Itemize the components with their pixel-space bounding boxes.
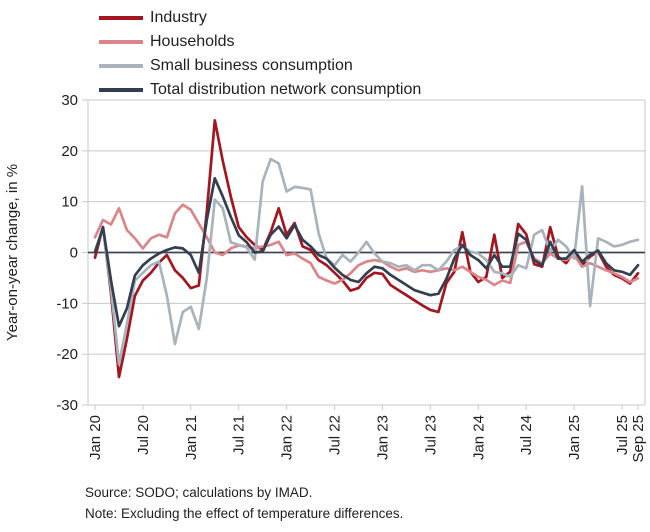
legend-item-total-distribution-network-consumption: Total distribution network consumption: [99, 78, 421, 102]
x-tick-label: Jul 25: [614, 415, 631, 455]
legend-label: Households: [150, 33, 235, 50]
legend-line-swatch: [99, 88, 143, 92]
y-axis-title: Year-on-year change, in %: [4, 163, 21, 342]
legend-label: Total distribution network consumption: [150, 81, 422, 98]
y-tick-label: -20: [56, 346, 78, 363]
series-line-industry: [93, 118, 640, 379]
series-line-small-business-consumption: [93, 157, 640, 366]
legend-line-swatch: [99, 16, 143, 20]
legend: Industry Households Small business consump…: [99, 6, 421, 102]
y-tick-label: 10: [61, 194, 78, 211]
legend-label: Small business consumption: [150, 57, 353, 74]
x-tick-label: Jul 22: [327, 415, 344, 455]
y-tick-label: -10: [56, 295, 78, 312]
x-tick-label: Jan 23: [374, 415, 391, 460]
x-tick-label: Jul 21: [231, 415, 248, 455]
x-tick-label: Jul 24: [518, 415, 535, 455]
y-tick-label: 30: [61, 92, 78, 109]
legend-line-swatch: [99, 40, 143, 44]
y-tick-label: 0: [70, 245, 78, 262]
x-tick-label: Jan 22: [279, 415, 296, 460]
y-tick-label: 20: [61, 143, 78, 160]
x-tick-label: Jan 24: [470, 415, 487, 460]
x-tick-label: Jan 21: [183, 415, 200, 460]
source-note: Source: SODO; calculations by IMAD.: [85, 485, 313, 500]
legend-label: Industry: [150, 9, 207, 26]
legend-item-small-business-consumption: Small business consumption: [99, 54, 421, 78]
x-tick-label: Jan 20: [87, 415, 104, 460]
x-tick-label: Jan 25: [566, 415, 583, 460]
x-tick-label: Sep 25: [630, 415, 647, 463]
legend-item-industry: Industry: [99, 6, 421, 30]
x-tick-label: Jul 20: [135, 415, 152, 455]
legend-line-swatch: [99, 64, 143, 68]
footer-notes: Source: SODO; calculations by IMAD. Note…: [85, 482, 403, 524]
x-tick-label: Jul 23: [422, 415, 439, 455]
y-tick-label: -30: [56, 397, 78, 414]
temperature-note: Note: Excluding the effect of temperatur…: [85, 506, 404, 521]
series-line-households: [93, 203, 640, 287]
legend-item-households: Households: [99, 30, 421, 54]
series-line-total-distribution-network-consumption: [93, 176, 640, 328]
